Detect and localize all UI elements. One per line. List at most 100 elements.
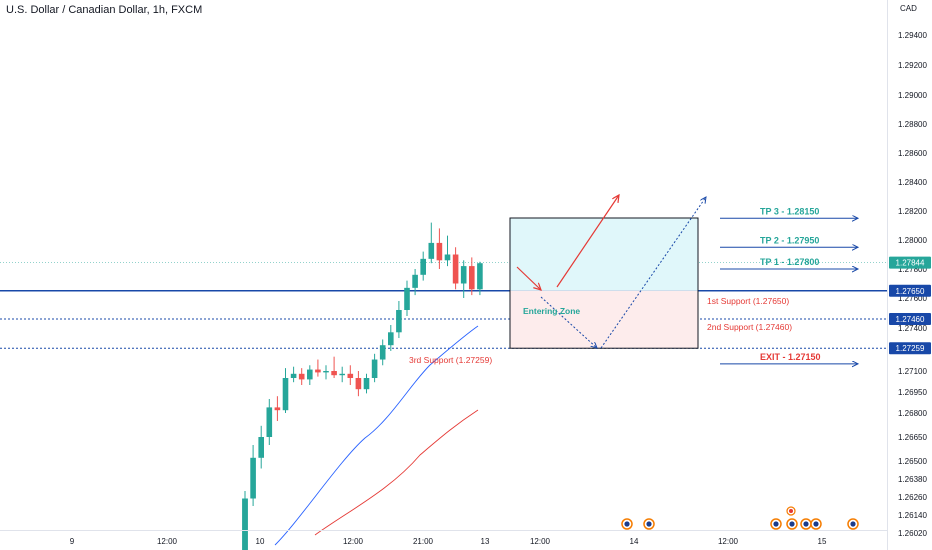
candle-body	[323, 371, 329, 373]
y-tick-label: 1.28600	[898, 149, 927, 158]
candle-body	[452, 254, 459, 284]
y-tick-label: 1.28200	[898, 207, 927, 216]
candle-body	[412, 274, 418, 288]
pullback-arrow	[540, 296, 597, 348]
y-tick-label: 1.27400	[898, 324, 927, 333]
y-tick-label: 1.27600	[898, 294, 927, 303]
candle-body	[298, 373, 305, 380]
y-tick-label: 1.27800	[898, 265, 927, 274]
y-tick-label: 1.26500	[898, 457, 927, 466]
candle-body	[339, 373, 345, 376]
candle-body	[331, 371, 337, 376]
target-label: TP 1 - 1.27800	[760, 257, 819, 267]
price-tag	[889, 256, 931, 269]
candle-body	[379, 345, 386, 360]
price-axis[interactable]: CAD 1.29400 1.29200 1.29000 1.28800 1.28600 1.…	[889, 4, 931, 538]
x-tick-label: 12:00	[530, 537, 551, 546]
candle-body	[274, 407, 281, 411]
candle-body	[444, 254, 451, 261]
candle-body	[355, 378, 362, 390]
y-tick-label: 1.27100	[898, 367, 927, 376]
entry-arrow	[516, 266, 541, 290]
y-tick-label: 1.28000	[898, 236, 927, 245]
candle-body	[307, 369, 313, 380]
y-tick-label: 1.26260	[898, 493, 927, 502]
zone-label: Entering Zone	[523, 306, 580, 316]
x-tick-label: 14	[630, 537, 639, 546]
moving-averages	[274, 325, 479, 546]
target-label: TP 3 - 1.28150	[760, 206, 819, 216]
x-tick-label: 12:00	[718, 537, 739, 546]
candle-body	[371, 359, 378, 378]
event-flag-icon-dot	[646, 521, 652, 527]
candles	[242, 222, 483, 550]
candle-body	[363, 378, 370, 390]
price-tag-label: 1.27650	[896, 287, 925, 296]
event-flag-icon-dot	[850, 521, 856, 527]
price-tag	[889, 342, 931, 355]
level-label: 3rd Support (1.27259)	[409, 355, 492, 365]
time-axis[interactable]: 9 12:00 10 12:00 21:00 13 12:00 14 12:00 15	[70, 537, 827, 546]
x-tick-label: 12:00	[157, 537, 178, 546]
y-tick-label: 1.26950	[898, 388, 927, 397]
x-tick-label: 15	[818, 537, 827, 546]
y-tick-label: 1.28800	[898, 120, 927, 129]
chart-title: U.S. Dollar / Canadian Dollar, 1h, FXCM	[6, 4, 203, 16]
event-flag-icon-dot	[773, 521, 779, 527]
target-label: TP 2 - 1.27950	[760, 235, 819, 245]
event-flag-icon-dot	[789, 521, 795, 527]
event-flag-icon-dot	[789, 509, 793, 513]
event-flag-icon-dot	[803, 521, 809, 527]
candle-body	[315, 369, 321, 373]
candle-body	[282, 378, 289, 411]
target-label: EXIT - 1.27150	[760, 352, 821, 362]
x-tick-label: 13	[481, 537, 490, 546]
price-tag	[889, 284, 931, 297]
level-label: 1st Support (1.27650)	[707, 296, 789, 306]
y-tick-label: 1.26650	[898, 433, 927, 442]
y-tick-label: 1.29200	[898, 61, 927, 70]
candle-body	[258, 437, 264, 458]
y-tick-label: 1.28400	[898, 178, 927, 187]
x-tick-label: 12:00	[343, 537, 364, 546]
y-tick-label: 1.26800	[898, 409, 927, 418]
y-tick-label: 1.26140	[898, 511, 927, 520]
candle-body	[428, 242, 435, 259]
currency-label: CAD	[900, 4, 917, 13]
candle-body	[347, 373, 354, 378]
candle-body	[460, 266, 467, 284]
price-tag-label: 1.27460	[896, 315, 925, 324]
candle-body	[242, 498, 248, 550]
target-zone	[510, 218, 698, 291]
bullish-arrow	[556, 195, 619, 288]
support-lines	[0, 290, 887, 349]
y-tick-label: 1.26020	[898, 529, 927, 538]
candle-body	[477, 263, 483, 290]
ma-slow-line	[314, 409, 479, 536]
candle-body	[436, 242, 443, 261]
x-tick-label: 10	[256, 537, 265, 546]
price-tag-label: 1.27259	[896, 344, 925, 353]
y-tick-label: 1.29000	[898, 91, 927, 100]
x-tick-label: 9	[70, 537, 75, 546]
projection-arrow	[600, 197, 706, 349]
y-tick-label: 1.29400	[898, 31, 927, 40]
stop-zone	[510, 290, 698, 349]
candle-body	[469, 266, 475, 290]
x-tick-label: 21:00	[413, 537, 434, 546]
candle-body	[290, 373, 297, 378]
time-axis-line	[0, 530, 887, 531]
candle-body	[396, 310, 402, 333]
candle-body	[250, 457, 256, 499]
y-tick-label: 1.26380	[898, 475, 927, 484]
ma-fast-line	[274, 325, 479, 546]
price-tag-label: 1.27844	[896, 259, 925, 268]
candle-body	[420, 258, 426, 275]
price-tag	[889, 313, 931, 325]
event-flag-icon-dot	[813, 521, 819, 527]
candle-body	[388, 332, 394, 346]
candle-body	[404, 287, 410, 310]
annotations: TP 3 - 1.28150 TP 2 - 1.27950 TP 1 - 1.278…	[409, 195, 858, 365]
event-flag-icon-dot	[624, 521, 630, 527]
